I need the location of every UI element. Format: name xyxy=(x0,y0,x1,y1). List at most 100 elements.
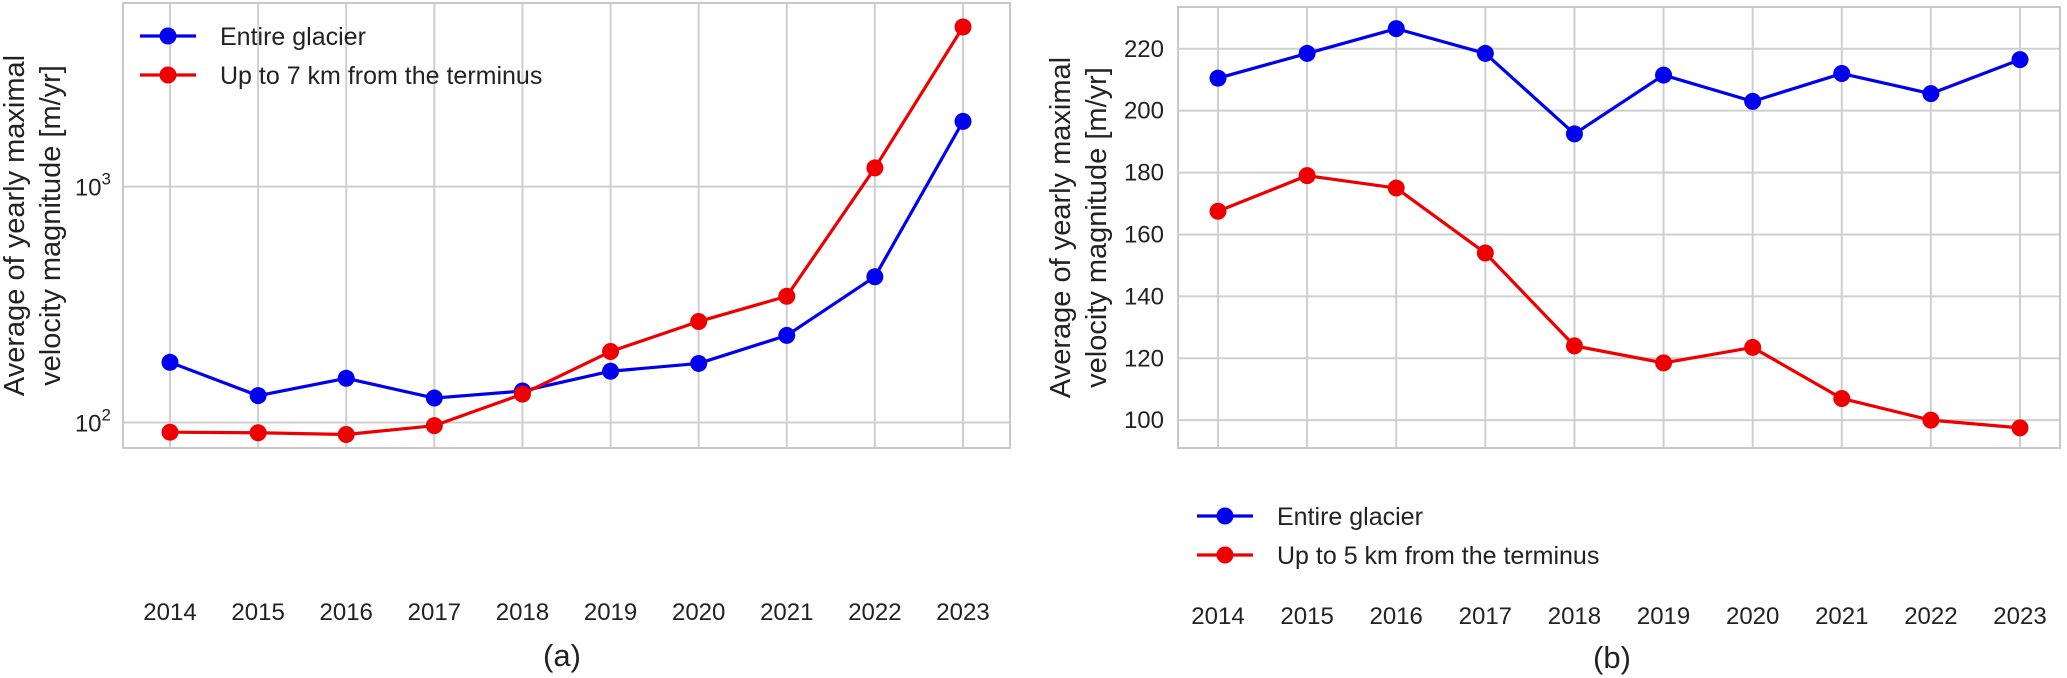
y-axis-label: Average of yearly maximal xyxy=(1045,57,1077,398)
legend-label: Entire glacier xyxy=(1277,503,1423,531)
data-point xyxy=(866,159,884,177)
data-point xyxy=(602,343,620,361)
x-tick-label: 2019 xyxy=(1637,603,1690,630)
series-terminus xyxy=(1209,167,2029,437)
data-point xyxy=(1209,202,1227,220)
data-point xyxy=(249,387,267,405)
data-point xyxy=(2011,51,2029,69)
subplot-label: (b) xyxy=(1593,640,1631,675)
data-point xyxy=(513,385,531,403)
y-tick-exponent: 3 xyxy=(102,170,111,189)
series-entire-glacier xyxy=(161,112,972,407)
y-axis-label: velocity magnitude [m/yr] xyxy=(1081,67,1113,388)
y-tick-label: 200 xyxy=(1124,98,1164,125)
y-tick-label: 100 xyxy=(1124,407,1164,434)
y-tick-label: 160 xyxy=(1124,221,1164,248)
y-tick-label: 180 xyxy=(1124,160,1164,187)
x-tick-label: 2020 xyxy=(1726,603,1779,630)
panel-b-velocity-linear-chart: 2014 2015 2016 2017 2018 2019 2020 2021 2022 2023… xyxy=(1045,6,2061,675)
series-line xyxy=(169,120,965,400)
data-point xyxy=(2011,419,2029,437)
legend-marker xyxy=(159,27,177,45)
x-tick-label: 2019 xyxy=(584,599,637,626)
x-tick-label: 2015 xyxy=(1280,603,1333,630)
data-point xyxy=(778,326,796,344)
legend: Entire glacier Up to 7 km from the termin… xyxy=(140,23,542,90)
x-tick-label: 2014 xyxy=(143,599,196,626)
data-point xyxy=(249,424,267,442)
data-point xyxy=(1744,338,1762,356)
series-line xyxy=(1217,174,2021,430)
data-point xyxy=(161,353,179,371)
data-point xyxy=(1833,389,1851,407)
data-point xyxy=(1209,69,1227,87)
y-axis-label: Average of yearly maximal xyxy=(0,55,31,396)
data-point xyxy=(1387,179,1405,197)
y-tick-exponent: 2 xyxy=(102,406,111,425)
data-point xyxy=(1476,44,1494,62)
x-tick-label: 2021 xyxy=(1815,603,1868,630)
subplot-label: (a) xyxy=(543,638,581,673)
data-point xyxy=(1655,354,1673,372)
plot-frame xyxy=(122,2,1011,449)
y-tick-label: 103 xyxy=(75,170,111,202)
data-point xyxy=(690,313,708,331)
y-tick-label: 120 xyxy=(1124,345,1164,372)
plot-frame xyxy=(1177,6,2061,449)
x-tick-label: 2018 xyxy=(1548,603,1601,630)
data-point xyxy=(1922,85,1940,103)
data-point xyxy=(1922,411,1940,429)
data-point xyxy=(1565,125,1583,143)
x-tick-label: 2017 xyxy=(1459,603,1512,630)
y-tick-label: 140 xyxy=(1124,283,1164,310)
data-point xyxy=(425,389,443,407)
x-tick-label: 2015 xyxy=(231,599,284,626)
legend-marker xyxy=(1216,507,1234,525)
grid xyxy=(1178,7,2060,448)
y-axis-label: velocity magnitude [m/yr] xyxy=(35,65,67,386)
data-point xyxy=(161,423,179,441)
legend-label: Up to 7 km from the terminus xyxy=(220,62,542,90)
data-point xyxy=(1298,167,1316,185)
x-tick-label: 2020 xyxy=(672,599,725,626)
data-point xyxy=(1387,20,1405,38)
data-point xyxy=(954,112,972,130)
data-point xyxy=(602,362,620,380)
series-terminus xyxy=(161,18,972,443)
x-tick-label: 2022 xyxy=(1904,603,1957,630)
x-tick-label: 2021 xyxy=(760,599,813,626)
series-entire-glacier xyxy=(1209,20,2029,143)
x-tick-label: 2017 xyxy=(408,599,461,626)
legend-marker xyxy=(1216,546,1234,564)
legend-marker xyxy=(159,66,177,84)
data-point xyxy=(690,354,708,372)
panel-a-velocity-log-chart: 2014 2015 2016 2017 2018 2019 2020 2021 2022 2023… xyxy=(0,2,1011,673)
data-point xyxy=(1565,337,1583,355)
data-point xyxy=(1476,244,1494,262)
data-point xyxy=(1833,65,1851,83)
data-point xyxy=(425,417,443,435)
data-point xyxy=(1298,44,1316,62)
legend-label: Entire glacier xyxy=(220,23,366,51)
data-point xyxy=(1744,92,1762,110)
y-tick-label: 220 xyxy=(1124,36,1164,63)
x-tick-label: 2016 xyxy=(1370,603,1423,630)
legend: Entire glacier Up to 5 km from the termin… xyxy=(1197,503,1599,570)
y-tick-label: 102 xyxy=(75,406,111,438)
x-tick-label: 2022 xyxy=(848,599,901,626)
data-point xyxy=(1655,66,1673,84)
x-tick-label: 2018 xyxy=(496,599,549,626)
data-point xyxy=(866,268,884,286)
data-point xyxy=(337,369,355,387)
series-line xyxy=(1217,27,2021,136)
x-tick-label: 2023 xyxy=(1993,603,2046,630)
x-tick-label: 2014 xyxy=(1191,603,1244,630)
data-point xyxy=(337,425,355,443)
data-point xyxy=(778,287,796,305)
legend-label: Up to 5 km from the terminus xyxy=(1277,542,1599,570)
x-tick-label: 2016 xyxy=(320,599,373,626)
x-tick-label: 2023 xyxy=(936,599,989,626)
y-tick-base: 10 xyxy=(75,175,102,202)
data-point xyxy=(954,18,972,36)
